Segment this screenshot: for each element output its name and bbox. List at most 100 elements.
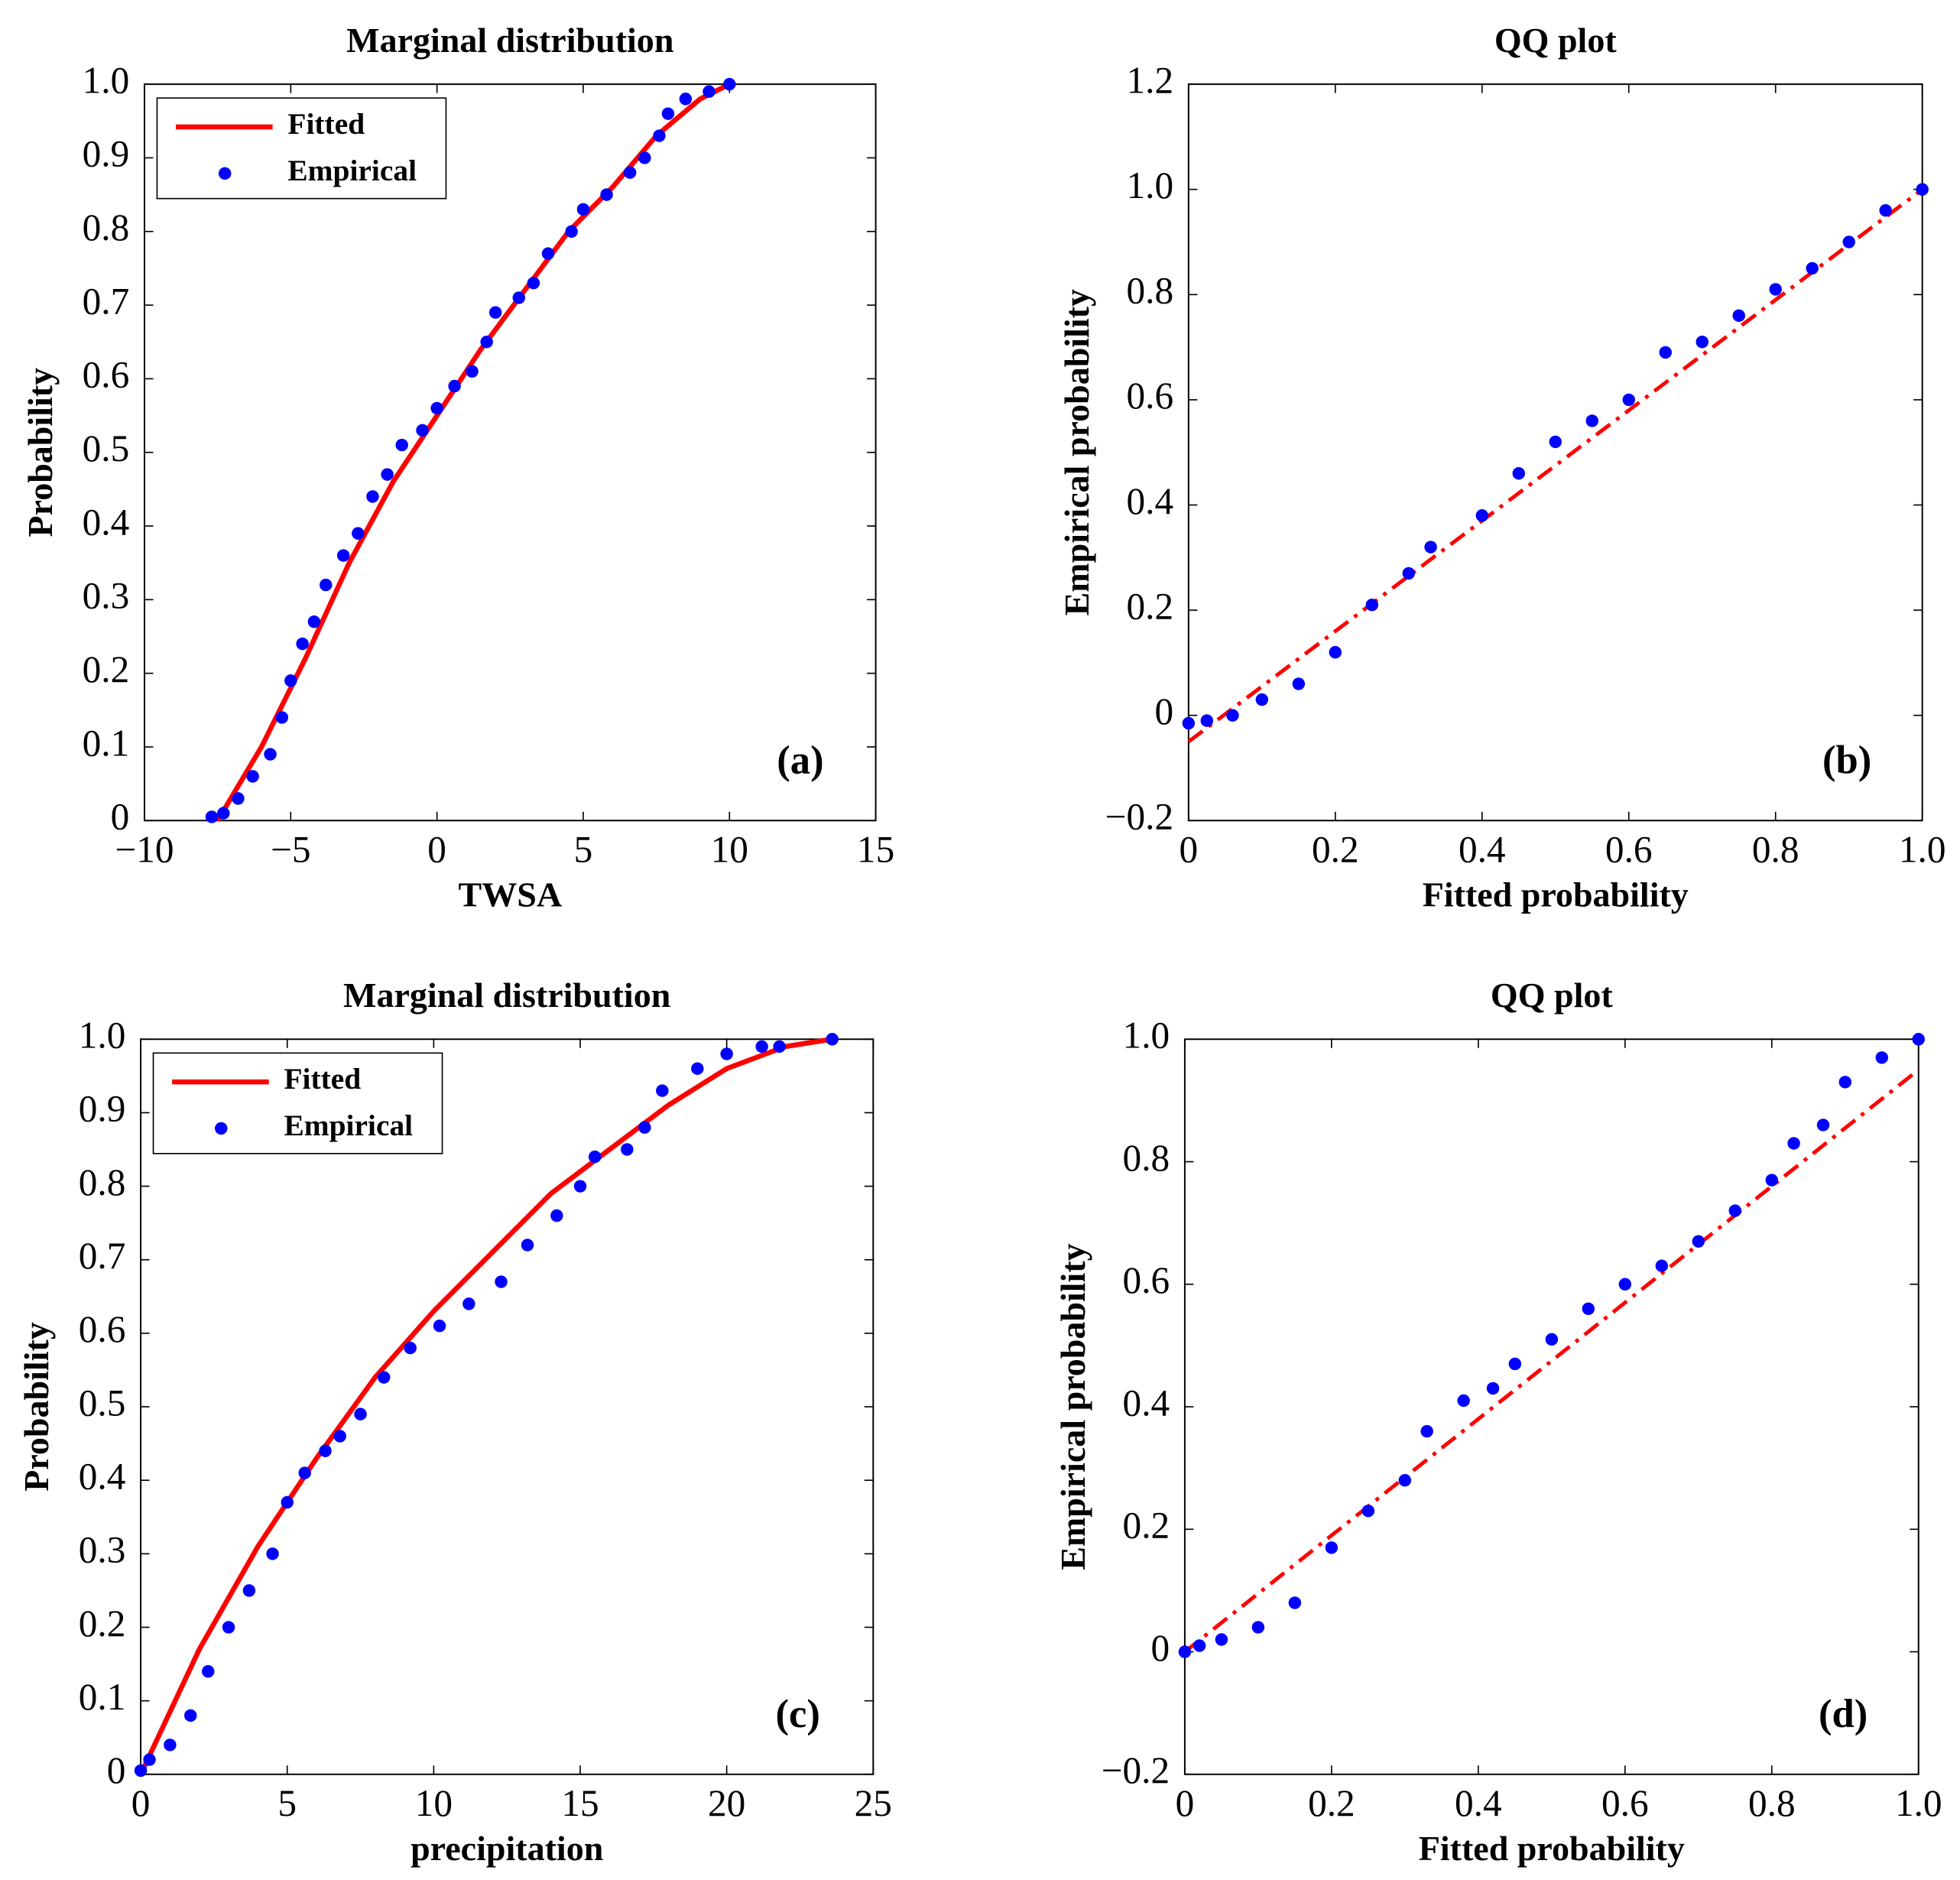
y-tick-label: 0.8 <box>1126 270 1173 312</box>
empirical-point <box>521 1239 534 1252</box>
empirical-point <box>298 1466 311 1479</box>
y-tick-label: 0.7 <box>79 1235 126 1277</box>
x-tick-label: 0.6 <box>1605 828 1653 870</box>
axes-box <box>1187 83 1923 822</box>
panel-label: (d) <box>1819 1692 1868 1736</box>
x-tick-label: 0 <box>1176 1782 1195 1824</box>
empirical-point <box>164 1739 177 1752</box>
empirical-point <box>1402 567 1416 580</box>
x-tick-label: 0.8 <box>1748 1782 1796 1824</box>
empirical-point <box>366 490 379 503</box>
y-tick-label: 0.3 <box>83 575 130 617</box>
x-axis-label: precipitation <box>410 1829 603 1868</box>
empirical-point <box>679 93 693 106</box>
x-axis-label: Fitted probability <box>1423 875 1689 914</box>
x-tick-label: −10 <box>115 828 174 870</box>
empirical-point <box>246 770 259 783</box>
y-tick-label: 0.9 <box>83 133 130 175</box>
empirical-point <box>480 336 493 349</box>
x-tick-label: 15 <box>857 828 894 870</box>
empirical-point <box>1361 1505 1375 1518</box>
empirical-point <box>1732 309 1745 323</box>
empirical-point <box>638 1121 651 1134</box>
y-tick-label: −0.2 <box>1102 1749 1170 1791</box>
y-axis-label: Empirical probability <box>1057 289 1096 615</box>
empirical-point <box>565 225 578 238</box>
chart-title: Marginal distribution <box>343 976 670 1015</box>
y-tick-label: 1.2 <box>1126 59 1173 101</box>
empirical-point <box>143 1753 156 1766</box>
empirical-point <box>1420 1424 1433 1438</box>
empirical-point <box>205 810 219 823</box>
empirical-point <box>466 365 479 378</box>
y-axis-label: Probability <box>17 1322 56 1492</box>
y-tick-label: 0.6 <box>83 354 130 396</box>
empirical-point <box>1178 1645 1192 1658</box>
y-tick-label: 0.9 <box>79 1088 126 1130</box>
panel-label: (b) <box>1822 738 1871 782</box>
empirical-point <box>1255 693 1269 706</box>
legend-label: Empirical <box>284 1109 413 1142</box>
x-tick-label: 0.4 <box>1459 828 1506 870</box>
x-tick-label: 0.8 <box>1752 828 1799 870</box>
y-tick-label: 0.4 <box>1126 480 1173 522</box>
empirical-point <box>1659 346 1672 359</box>
empirical-point <box>296 637 309 651</box>
empirical-point <box>202 1664 215 1678</box>
y-tick-label: 1.0 <box>1126 164 1173 206</box>
empirical-point <box>307 615 321 628</box>
empirical-point <box>1585 414 1598 427</box>
x-tick-label: 10 <box>415 1782 453 1824</box>
legend-label: Fitted <box>284 1062 361 1096</box>
empirical-point <box>550 1209 563 1222</box>
empirical-point <box>1288 1596 1302 1609</box>
empirical-point <box>1655 1259 1669 1272</box>
x-tick-label: 1.0 <box>1895 1782 1942 1824</box>
empirical-point <box>1912 1033 1925 1046</box>
empirical-point <box>755 1040 768 1054</box>
x-tick-label: 15 <box>561 1782 599 1824</box>
x-tick-label: 0.4 <box>1455 1782 1502 1824</box>
empirical-point <box>354 1408 367 1421</box>
x-tick-label: 25 <box>855 1782 892 1824</box>
empirical-point <box>1329 645 1342 659</box>
empirical-point <box>512 291 525 304</box>
x-tick-label: 5 <box>277 1782 297 1824</box>
y-tick-label: 0.5 <box>83 427 130 469</box>
x-tick-label: 0.2 <box>1308 1782 1355 1824</box>
y-tick-label: 0.6 <box>1126 375 1173 417</box>
empirical-point <box>1545 1333 1559 1346</box>
y-tick-label: 0.5 <box>79 1382 126 1424</box>
panel-label: (a) <box>777 738 823 782</box>
empirical-point <box>1875 1051 1888 1064</box>
empirical-point <box>448 379 461 393</box>
fitted-line <box>138 1037 833 1776</box>
y-axis-label: Empirical probability <box>1053 1243 1092 1570</box>
y-tick-label: 0.6 <box>1123 1259 1170 1301</box>
y-tick-label: 0.1 <box>79 1676 126 1718</box>
x-tick-label: 0 <box>1180 828 1199 870</box>
y-tick-label: 0.4 <box>83 501 130 543</box>
empirical-point <box>264 748 277 761</box>
empirical-point <box>1424 541 1437 554</box>
x-tick-label: 0.2 <box>1312 828 1359 870</box>
empirical-point <box>222 1621 235 1634</box>
empirical-point <box>661 107 675 120</box>
empirical-point <box>656 1084 669 1097</box>
empirical-point <box>1787 1137 1800 1150</box>
empirical-point <box>319 1444 332 1457</box>
empirical-point <box>1916 183 1929 196</box>
y-tick-label: 0.6 <box>79 1308 126 1350</box>
empirical-point <box>462 1297 475 1310</box>
empirical-point <box>284 674 297 687</box>
empirical-point <box>134 1764 148 1778</box>
empirical-point <box>1879 204 1892 217</box>
empirical-point <box>381 468 394 481</box>
y-tick-label: 0 <box>111 796 130 838</box>
empirical-point <box>541 247 555 260</box>
empirical-point <box>320 578 333 592</box>
y-tick-label: 0 <box>1154 690 1173 732</box>
empirical-point <box>488 306 502 319</box>
empirical-point <box>691 1062 704 1075</box>
empirical-point <box>1512 467 1525 480</box>
